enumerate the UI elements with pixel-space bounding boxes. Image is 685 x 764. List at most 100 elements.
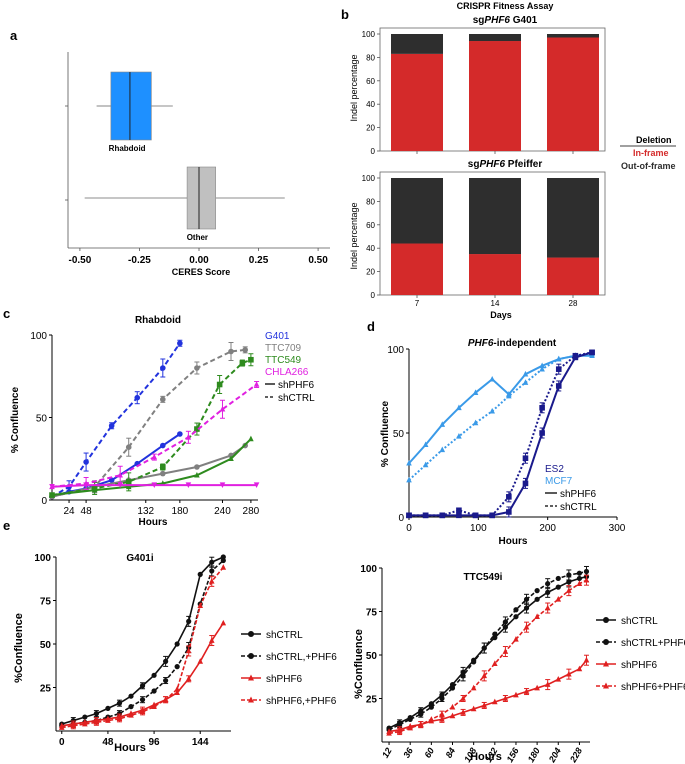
data-point xyxy=(417,721,424,727)
legend-marker xyxy=(248,674,254,681)
data-point xyxy=(555,596,562,602)
panel-e-right-xlabel: Hours xyxy=(470,751,502,763)
data-point xyxy=(386,730,392,736)
data-point xyxy=(522,370,529,377)
data-point xyxy=(396,728,403,734)
box-label: Other xyxy=(187,233,208,242)
data-point xyxy=(539,430,545,436)
data-point xyxy=(555,355,562,362)
data-point xyxy=(194,464,200,470)
data-point xyxy=(128,693,134,699)
panel-c-ytick-label: 50 xyxy=(36,414,48,425)
data-point xyxy=(555,383,562,389)
legend-chla266: CHLA266 xyxy=(265,367,309,378)
legend-g401: G401 xyxy=(265,331,290,342)
legend-es2: ES2 xyxy=(545,464,564,475)
panel-b-ytick-label: 60 xyxy=(366,77,375,86)
data-point xyxy=(492,660,498,666)
panel-b-xtick-label: 7 xyxy=(415,299,420,308)
panel-b-ytick-label: 80 xyxy=(366,53,375,62)
panel-b-ytick-label: 40 xyxy=(366,244,375,253)
data-point xyxy=(422,461,429,468)
data-point xyxy=(162,696,169,702)
box-other xyxy=(186,166,216,230)
panel-b-ylabel-bottom: Indel percentage xyxy=(349,202,359,269)
data-point xyxy=(545,589,551,595)
data-point xyxy=(472,389,479,395)
bar-out-of-frame xyxy=(391,34,443,54)
bar-in-frame xyxy=(391,53,443,151)
data-point xyxy=(456,512,462,519)
data-point xyxy=(174,664,180,670)
legend-ttc709: TTC709 xyxy=(265,343,302,354)
data-point xyxy=(125,483,132,490)
series-line-2 xyxy=(388,659,588,733)
data-point xyxy=(220,557,226,564)
data-point xyxy=(534,596,540,602)
panel-b-stacked-bars: CRISPR Fitness Assay sgPHF6 G401 sgPHF6 … xyxy=(349,1,676,320)
data-point xyxy=(449,703,456,710)
data-point xyxy=(502,695,509,701)
data-point xyxy=(544,604,551,611)
data-point xyxy=(253,381,260,387)
panel-e-right-ylabel: %Confluence xyxy=(353,629,365,699)
data-point xyxy=(456,507,462,514)
data-point xyxy=(522,379,529,385)
data-point xyxy=(397,722,403,728)
ytick-label: 50 xyxy=(40,640,52,651)
data-point xyxy=(506,494,512,500)
panel-b-xlabel: Days xyxy=(490,310,512,320)
data-point xyxy=(523,596,530,602)
data-point xyxy=(492,631,498,637)
series-line-2 xyxy=(51,348,246,498)
data-point xyxy=(160,396,166,403)
data-point xyxy=(428,704,434,710)
data-point xyxy=(151,453,158,460)
series-line-1 xyxy=(408,353,593,481)
data-point xyxy=(209,559,215,565)
panel-c-xtick-label: 240 xyxy=(214,506,231,517)
xtick-label: 156 xyxy=(505,745,522,764)
data-point xyxy=(470,705,477,712)
xtick-label: 228 xyxy=(567,746,584,764)
legend-marker xyxy=(603,660,609,667)
panel-c-ytick-label: 0 xyxy=(41,496,47,507)
data-point xyxy=(151,703,157,709)
data-point xyxy=(418,711,424,717)
panel-a-xlabel: CERES Score xyxy=(172,267,231,277)
legend-label: shCTRL xyxy=(266,630,303,641)
panel-letter-d: d xyxy=(367,319,375,334)
bar-in-frame xyxy=(547,37,599,152)
data-point xyxy=(108,477,115,484)
data-point xyxy=(583,656,590,663)
panel-b-ytick-label: 0 xyxy=(371,291,376,300)
data-point xyxy=(160,365,166,371)
legend-c-shphf6: shPHF6 xyxy=(278,380,315,391)
data-point xyxy=(544,681,551,687)
data-point xyxy=(456,433,462,439)
panel-letter-a: a xyxy=(10,28,18,43)
data-point xyxy=(151,672,157,678)
data-point xyxy=(406,476,412,483)
panel-letter-b: b xyxy=(341,7,349,22)
xtick-label: 96 xyxy=(149,737,161,748)
data-point xyxy=(105,717,111,723)
ytick-label: 100 xyxy=(360,564,377,575)
panel-d-xtick-label: 0 xyxy=(406,523,412,534)
data-point xyxy=(502,648,509,654)
bar-out-of-frame xyxy=(391,178,443,244)
data-point xyxy=(185,482,192,488)
panel-d-xtick-label: 200 xyxy=(539,523,556,534)
ytick-label: 75 xyxy=(40,597,52,608)
data-point xyxy=(177,340,183,347)
data-point xyxy=(555,575,561,582)
ytick-label: 100 xyxy=(34,553,51,564)
data-point xyxy=(194,365,200,371)
panel-b-legend-outframe: Out-of-frame xyxy=(621,161,676,171)
data-point xyxy=(186,618,192,624)
panel-e-right-line-chart: TTC549i %Confluence Hours 25 50 75 100 12 36 6… xyxy=(353,564,685,764)
data-point xyxy=(513,607,519,613)
data-point xyxy=(572,352,579,359)
data-point xyxy=(197,658,204,664)
